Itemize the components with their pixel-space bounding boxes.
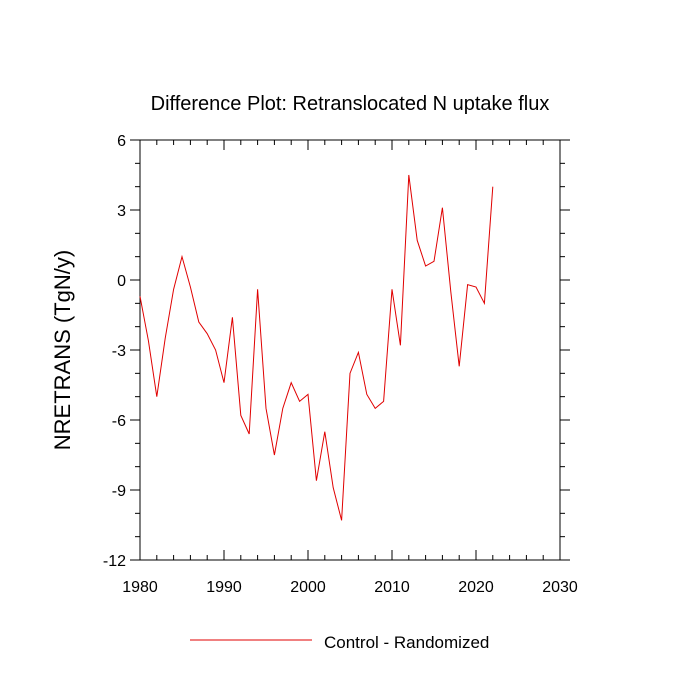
y-axis-label: NRETRANS (TgN/y): [50, 250, 75, 450]
x-tick-label: 2000: [290, 579, 326, 596]
x-tick-label: 1990: [206, 579, 242, 596]
legend-label-control-randomized: Control - Randomized: [324, 633, 489, 652]
y-tick-label: 6: [117, 133, 126, 150]
y-tick-label: 0: [117, 273, 126, 290]
chart-title: Difference Plot: Retranslocated N uptake…: [151, 93, 550, 115]
y-tick-label: -12: [103, 553, 126, 570]
x-tick-label: 2030: [542, 579, 578, 596]
x-tick-label: 1980: [122, 579, 158, 596]
series-layer: [139, 174, 494, 521]
y-tick-label: -6: [112, 413, 126, 430]
x-tick-label: 2010: [374, 579, 410, 596]
y-tick-label: -9: [112, 483, 126, 500]
legend: Control - Randomized: [190, 633, 489, 652]
y-tick-label: -3: [112, 343, 126, 360]
y-tick-label: 3: [117, 203, 126, 220]
plot-frame: [139, 139, 561, 561]
y-axis: -12 -9 -6 -3 0 3 6: [103, 133, 570, 570]
x-tick-label: 2020: [458, 579, 494, 596]
series-line-control-randomized: [139, 174, 494, 521]
x-axis: 1980 1990 2000 2010 2020 2030: [122, 140, 578, 596]
